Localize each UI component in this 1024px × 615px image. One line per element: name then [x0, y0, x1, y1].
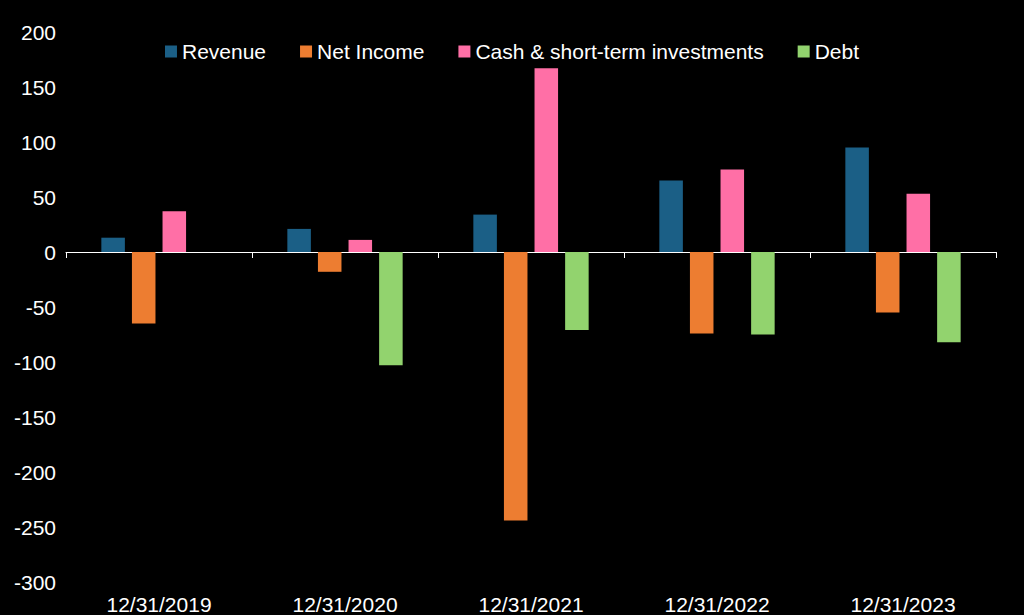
svg-text:100: 100	[21, 131, 56, 154]
svg-text:-250: -250	[14, 516, 56, 539]
svg-text:Debt: Debt	[815, 40, 860, 63]
svg-text:12/31/2021: 12/31/2021	[478, 593, 583, 615]
svg-text:Cash & short-term investments: Cash & short-term investments	[475, 40, 763, 63]
svg-text:12/31/2023: 12/31/2023	[850, 593, 955, 615]
svg-text:12/31/2022: 12/31/2022	[664, 593, 769, 615]
svg-text:12/31/2020: 12/31/2020	[292, 593, 397, 615]
svg-text:-200: -200	[14, 461, 56, 484]
svg-text:0: 0	[44, 241, 56, 264]
svg-text:200: 200	[21, 21, 56, 44]
svg-text:Revenue: Revenue	[182, 40, 266, 63]
svg-text:-150: -150	[14, 406, 56, 429]
svg-text:-300: -300	[14, 571, 56, 594]
svg-text:150: 150	[21, 76, 56, 99]
svg-text:12/31/2019: 12/31/2019	[106, 593, 211, 615]
svg-text:50: 50	[33, 186, 56, 209]
svg-text:-50: -50	[26, 296, 56, 319]
svg-text:Net Income: Net Income	[317, 40, 424, 63]
svg-text:-100: -100	[14, 351, 56, 374]
